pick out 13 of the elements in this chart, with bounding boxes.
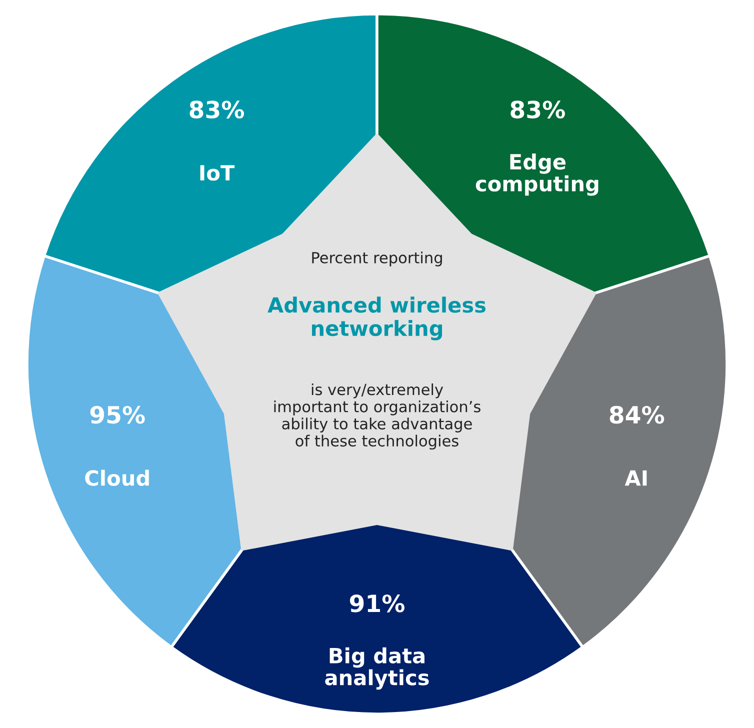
category-label: Big data analytics	[325, 647, 429, 690]
text: Percent reporting	[312, 252, 442, 266]
data-label: 95%	[90, 406, 145, 424]
data-label: 83%	[510, 100, 565, 118]
data-label: 91%	[350, 594, 405, 612]
category-label: Cloud	[85, 470, 149, 486]
text: Advanced wireless networking	[268, 296, 486, 340]
category-label: IoT	[200, 165, 235, 181]
data-label: 83%	[190, 100, 244, 118]
category-label: AI	[624, 470, 647, 486]
category-label: Edge computing	[476, 154, 598, 196]
data-label: 84%	[610, 406, 664, 424]
text: is very/extremely important to organization’s ability to take advantage of these technologies	[274, 383, 480, 450]
